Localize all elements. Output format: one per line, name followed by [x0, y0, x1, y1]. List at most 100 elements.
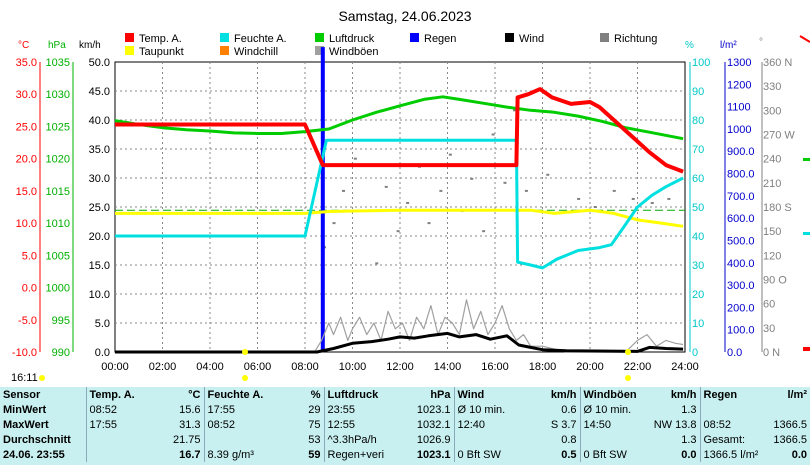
stats-cell: km/h [670, 388, 697, 401]
tick-label-rain: 800.0 [727, 169, 755, 181]
x-tick-label: 16:00 [481, 361, 509, 373]
tick-label-wind: 45.0 [89, 86, 110, 98]
stats-cell: 1.3 [681, 403, 697, 416]
mini-mark [803, 158, 810, 161]
x-tick-label: 20:00 [576, 361, 604, 373]
stats-cell: Luftdruck [323, 387, 394, 402]
tick-label-temp: -10.0 [12, 347, 37, 359]
stats-cell: 08:52 [699, 417, 758, 432]
tick-label-temp: 30.0 [16, 89, 37, 101]
tick-label-rain: 1300 [727, 57, 751, 69]
tick-label-press: 1010 [46, 218, 70, 230]
stats-cell: 17:55 [85, 417, 144, 432]
tick-label-dir: 60 [763, 299, 775, 311]
stats-cell: Feuchte A. [203, 387, 264, 402]
tick-label-dir: 270 W [763, 130, 795, 142]
x-tick-label: 00:00 [101, 361, 129, 373]
direction-point [503, 181, 507, 184]
tick-label-hum: 100 [692, 57, 710, 69]
direction-point [439, 189, 443, 192]
stats-cell: 0 Bft SW [579, 447, 648, 462]
stats-cell: km/h [550, 388, 577, 401]
x-tick-label: 02:00 [149, 361, 177, 373]
tick-label-wind: 25.0 [89, 202, 110, 214]
direction-point [396, 230, 400, 233]
tick-label-temp: 0.0 [22, 283, 37, 295]
stats-cell: hPa [430, 388, 451, 401]
direction-point [491, 133, 495, 136]
direction-point [667, 197, 671, 200]
mini-mark [799, 35, 810, 43]
stats-cell: 1366.5 [773, 418, 807, 431]
stats-cell [453, 432, 520, 447]
tick-label-wind: 35.0 [89, 144, 110, 156]
legend-swatch [125, 33, 134, 42]
stats-cell [85, 432, 144, 447]
direction-point [513, 109, 516, 112]
direction-point [353, 157, 357, 160]
x-tick-label: 10:00 [339, 361, 367, 373]
tick-label-rain: 1000 [727, 124, 751, 136]
stats-cell: l/m² [787, 388, 807, 401]
tick-label-rain: 400.0 [727, 258, 755, 270]
time-marker [242, 349, 248, 355]
axis-unit-rain: l/m² [720, 40, 737, 51]
series-line-feuchte-a [115, 138, 684, 270]
stats-cell: 0.0 [681, 448, 697, 461]
tick-label-hum: 50 [692, 202, 704, 214]
tick-label-hum: 20 [692, 289, 704, 301]
stats-cell: MaxWert [3, 418, 49, 431]
stats-cell: 29 [308, 403, 321, 416]
stats-cell [579, 432, 648, 447]
stats-cell: 21.75 [172, 433, 201, 446]
series-line-wind [115, 331, 684, 354]
legend-swatch [505, 33, 514, 42]
stats-cell: 08:52 [203, 417, 264, 432]
stats-cell: 1366.5 [773, 433, 807, 446]
tick-label-hum: 40 [692, 231, 704, 243]
legend-label: Richtung [614, 33, 657, 45]
stats-cell: Regen [699, 387, 758, 402]
tick-label-dir: 90 O [763, 275, 787, 287]
tick-label-dir: 300 [763, 105, 781, 117]
tick-label-temp: 15.0 [16, 186, 37, 198]
stats-cell: 1026.9 [416, 433, 451, 446]
legend-label: Taupunkt [139, 46, 184, 58]
tick-label-rain: 900.0 [727, 146, 755, 158]
tick-label-temp: 35.0 [16, 57, 37, 69]
tick-label-hum: 80 [692, 115, 704, 127]
tick-label-hum: 60 [692, 173, 704, 185]
stats-cell: Gesamt: [699, 432, 758, 447]
legend-swatch [600, 33, 609, 42]
tick-label-dir: 0 N [763, 347, 780, 359]
legend-label: Temp. A. [139, 33, 182, 45]
stats-cell: 8.39 g/m³ [203, 447, 264, 462]
stats-cell [699, 402, 758, 417]
axis-unit-hum: % [685, 40, 694, 51]
tick-label-dir: 240 [763, 154, 781, 166]
time-marker [625, 349, 631, 355]
chart-marks [114, 47, 685, 354]
tick-label-dir: 330 [763, 81, 781, 93]
stats-cell: 1023.1 [416, 403, 451, 416]
stats-cell: Durchschnitt [3, 433, 71, 446]
x-tick-label: 04:00 [196, 361, 224, 373]
tick-label-rain: 0.0 [727, 347, 742, 359]
series-line-luftdruck [114, 95, 684, 141]
tick-label-dir: 180 S [763, 202, 792, 214]
tick-label-press: 1020 [46, 154, 70, 166]
axis-unit-wind: km/h [79, 40, 101, 51]
legend-label: Regen [424, 33, 456, 45]
tick-label-hum: 30 [692, 260, 704, 272]
legend-swatch [315, 33, 324, 42]
tick-label-dir: 150 [763, 226, 781, 238]
direction-point [524, 189, 528, 192]
direction-point [593, 206, 597, 208]
chart-legend: Temp. A. Feuchte A. Luftdruck Regen Wind Rich… [125, 33, 657, 58]
tick-label-rain: 1200 [727, 79, 751, 91]
stats-cell: 14:50 [579, 417, 648, 432]
tick-label-temp: 20.0 [16, 154, 37, 166]
stats-cell: 12:40 [453, 417, 520, 432]
legend-label: Windböen [329, 46, 379, 58]
stats-row: MinWert 08:52 15.6 17:55 29 23:55 1023.1 Ø 10 m… [0, 402, 810, 417]
